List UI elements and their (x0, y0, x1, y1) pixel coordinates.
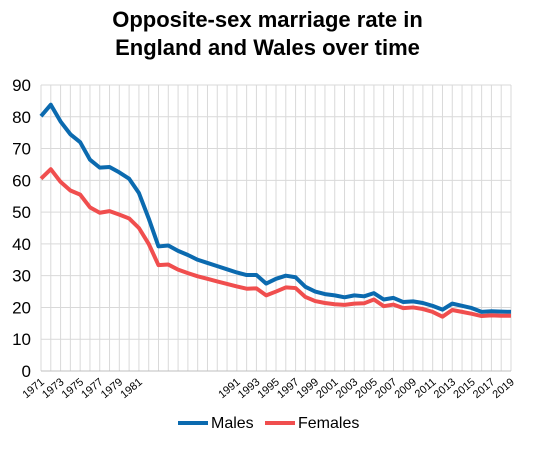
chart-title: Opposite-sex marriage rate in England an… (0, 6, 535, 62)
y-tick-label: 60 (12, 171, 31, 190)
y-tick-label: 30 (12, 267, 31, 286)
y-tick-label: 20 (12, 298, 31, 317)
y-tick-label: 70 (12, 140, 31, 159)
x-tick-label: 1981 (118, 376, 144, 401)
legend-label-males: Males (211, 415, 254, 432)
chart-title-line-2: England and Wales over time (115, 35, 420, 60)
series-line-males (39, 102, 512, 314)
y-tick-label: 0 (22, 362, 31, 381)
y-tick-label: 80 (12, 108, 31, 127)
y-tick-label: 40 (12, 235, 31, 254)
chart-title-line-1: Opposite-sex marriage rate in (112, 7, 423, 32)
y-tick-label: 10 (12, 330, 31, 349)
x-tick-label: 2019 (490, 376, 516, 401)
y-tick-label: 90 (12, 76, 31, 95)
series-line-females (39, 167, 511, 319)
legend-label-females: Females (298, 415, 359, 432)
y-tick-label: 50 (12, 203, 31, 222)
